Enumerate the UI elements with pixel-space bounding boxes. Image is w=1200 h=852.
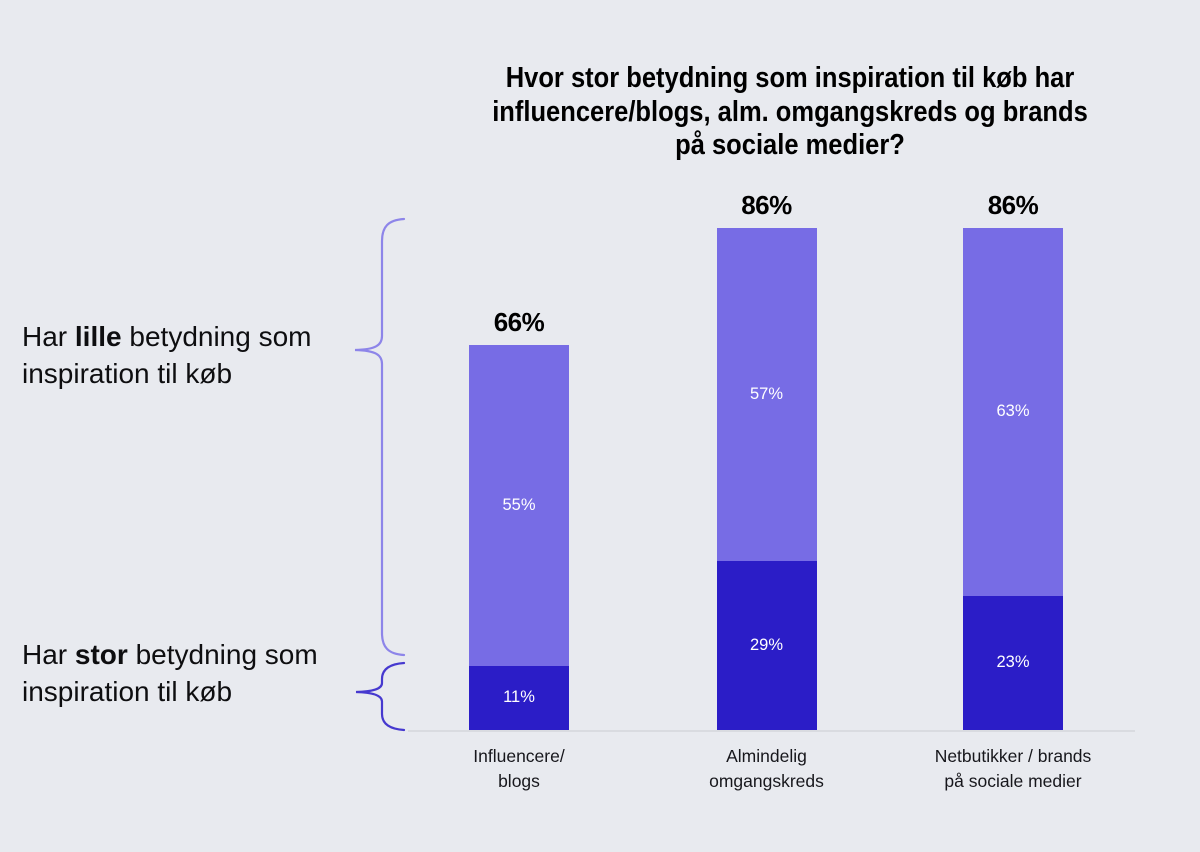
segment-value-label: 23%: [996, 653, 1030, 672]
stacked-bar-2: 57% 29%: [716, 228, 817, 730]
bar-total-label: 66%: [493, 306, 545, 337]
stacked-bar-1: 55% 11%: [469, 344, 569, 730]
segment-value-label: 11%: [503, 688, 535, 707]
side-label-stor-betydning: Har stor betydning som inspiration til k…: [22, 636, 382, 710]
segment-stor-betydning: 29%: [716, 560, 817, 730]
segment-lille-betydning: 55%: [469, 344, 569, 666]
bar-total-label: 86%: [987, 190, 1039, 220]
segment-stor-betydning: 23%: [963, 595, 1063, 730]
side-label-lille-betydning: Har lille betydning som inspiration til …: [22, 318, 382, 392]
side-label-stor-pre: Har: [22, 639, 75, 670]
side-label-stor-emph: stor: [74, 639, 128, 670]
segment-stor-betydning: 11%: [469, 665, 569, 730]
side-label-lille-pre: Har: [22, 321, 75, 352]
chart-title-line-3: på sociale medier?: [675, 129, 905, 161]
bar-total-label: 86%: [741, 190, 792, 220]
category-label: Netbutikker / brands på sociale medier: [934, 746, 1092, 791]
lille-brace-icon: [354, 217, 406, 657]
category-label: Influencere/ blogs: [473, 746, 565, 791]
chart-title: Hvor stor betydning som inspiration til …: [350, 62, 1200, 163]
chart-title-line-2: influencere/blogs, alm. omgangskreds og …: [492, 95, 1088, 128]
side-label-lille-post: betydning som inspiration til køb: [22, 321, 312, 389]
segment-value-label: 55%: [502, 495, 536, 514]
category-label: Almindelig omgangskreds: [709, 746, 824, 791]
segment-value-label: 57%: [749, 384, 784, 403]
segment-lille-betydning: 57%: [716, 228, 817, 561]
side-label-lille-emph: lille: [74, 321, 122, 352]
stacked-bar-3: 63% 23%: [963, 228, 1063, 730]
x-axis-line: [408, 730, 1135, 732]
chart-title-line-1: Hvor stor betydning som inspiration til …: [505, 62, 1075, 94]
side-label-stor-post: betydning som inspiration til køb: [22, 639, 318, 707]
segment-lille-betydning: 63%: [963, 228, 1063, 596]
segment-value-label: 29%: [749, 635, 784, 654]
segment-value-label: 63%: [996, 402, 1030, 421]
